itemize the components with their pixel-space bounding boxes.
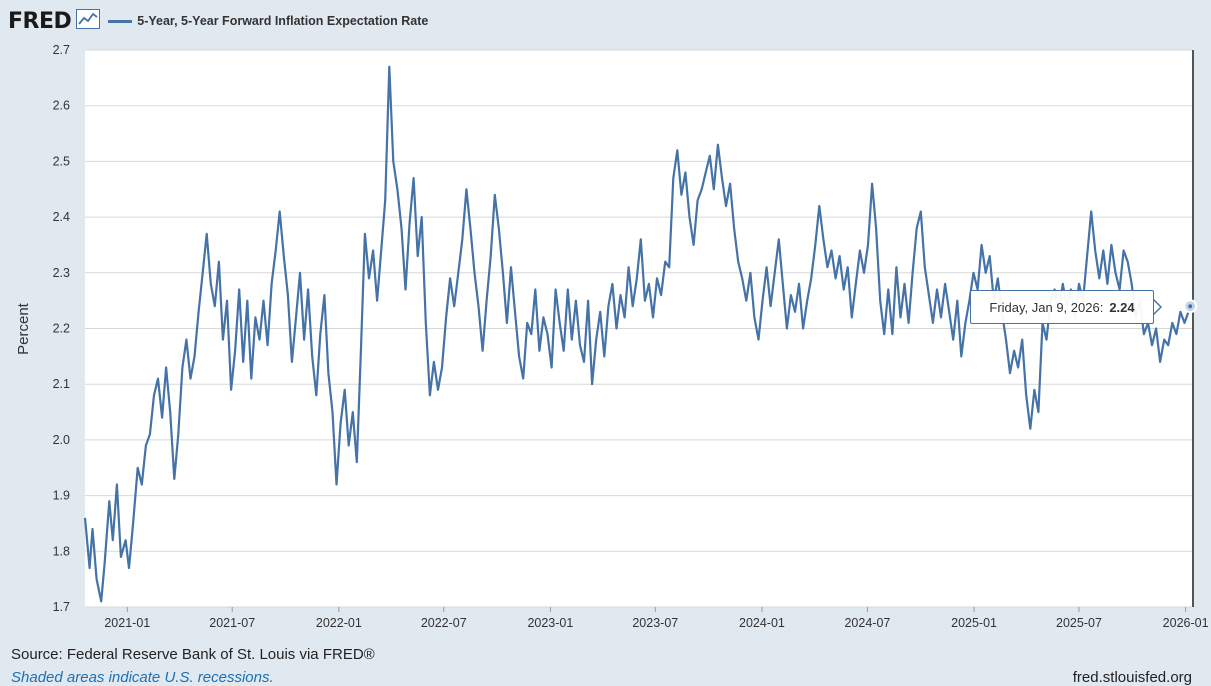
x-tick-label: 2024-01 [739, 616, 785, 630]
x-tick-label: 2021-01 [104, 616, 150, 630]
x-tick-label: 2022-01 [316, 616, 362, 630]
y-tick-label: 1.8 [53, 544, 70, 558]
line-chart-icon [76, 8, 101, 34]
y-tick-label: 1.9 [53, 489, 70, 503]
chart-header: FRED 5-Year, 5-Year Forward Inflation Ex… [8, 6, 428, 36]
x-tick-label: 2023-01 [527, 616, 573, 630]
y-tick-label: 2.4 [53, 210, 70, 224]
y-tick-label: 2.3 [53, 266, 70, 280]
fred-logo[interactable]: FRED [8, 8, 72, 34]
y-axis-ticks: 1.7 1.8 1.9 2.0 2.1 2.2 2.3 2.4 2.5 2.6 2.7 [53, 43, 70, 614]
y-tick-label: 2.0 [53, 433, 70, 447]
x-tick-label: 2025-07 [1056, 616, 1102, 630]
x-tick-label: 2024-07 [844, 616, 890, 630]
legend-label: 5-Year, 5-Year Forward Inflation Expecta… [137, 14, 429, 28]
series-line[interactable] [83, 65, 1192, 603]
x-tick-label: 2021-07 [209, 616, 255, 630]
y-axis-title: Percent [15, 302, 32, 355]
gridlines [85, 49, 1192, 608]
legend: 5-Year, 5-Year Forward Inflation Expecta… [108, 14, 428, 28]
data-tooltip: Friday, Jan 9, 2026: 2.24 [970, 290, 1154, 324]
y-tick-label: 2.1 [53, 377, 70, 391]
x-tick-label: 2023-07 [632, 616, 678, 630]
x-axis-ticks: 2021-01 2021-07 2022-01 2022-07 2023-01 2023-… [104, 607, 1209, 630]
source-note: Source: Federal Reserve Bank of St. Loui… [11, 646, 375, 663]
x-tick-label: 2022-07 [421, 616, 467, 630]
y-tick-label: 2.5 [53, 154, 70, 168]
fred-url[interactable]: fred.stlouisfed.org [1072, 669, 1192, 686]
tooltip-arrow-inner [1152, 299, 1160, 315]
legend-swatch [108, 19, 133, 23]
y-tick-label: 1.7 [53, 600, 70, 614]
y-tick-label: 2.2 [53, 322, 70, 336]
x-tick-label: 2025-01 [951, 616, 997, 630]
x-tick-label: 2026-01 [1163, 616, 1209, 630]
y-tick-label: 2.6 [53, 99, 70, 113]
hover-marker-dot [1188, 304, 1193, 309]
tooltip-date: Friday, Jan 9, 2026: [989, 299, 1104, 315]
recession-note-link[interactable]: Shaded areas indicate U.S. recessions. [11, 669, 274, 686]
y-tick-label: 2.7 [53, 43, 70, 57]
tooltip-value: 2.24 [1109, 299, 1135, 315]
